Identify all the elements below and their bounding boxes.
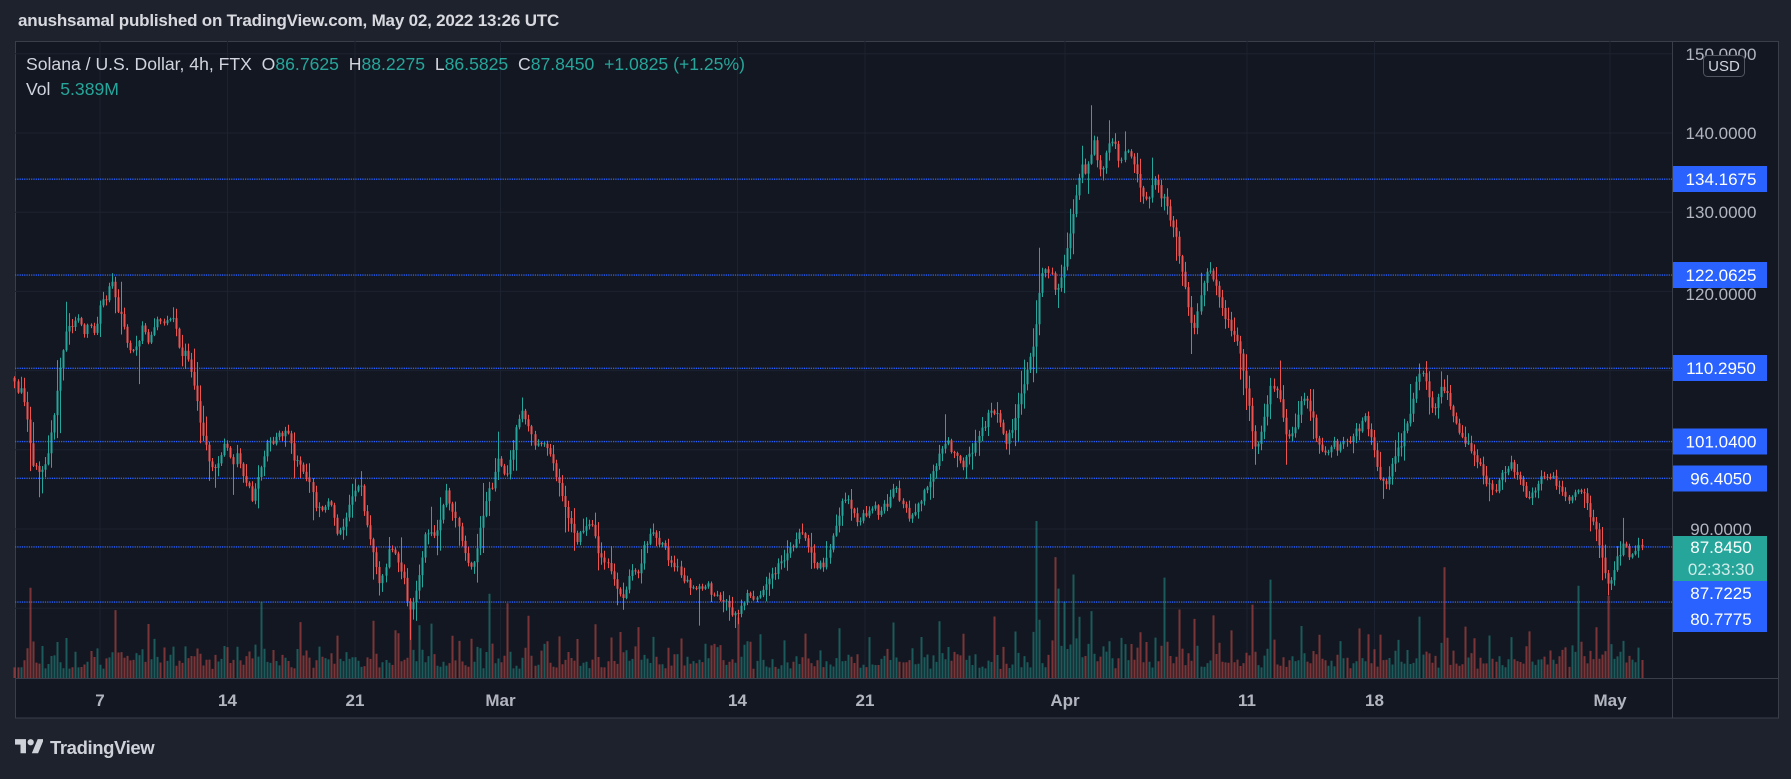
svg-text:130.0000: 130.0000 bbox=[1686, 203, 1757, 222]
svg-text:18: 18 bbox=[1365, 691, 1384, 710]
svg-text:122.0625: 122.0625 bbox=[1686, 266, 1757, 285]
svg-text:80.7775: 80.7775 bbox=[1690, 610, 1751, 629]
svg-text:02:33:30: 02:33:30 bbox=[1688, 560, 1754, 579]
svg-text:Mar: Mar bbox=[485, 691, 516, 710]
svg-text:21: 21 bbox=[856, 691, 875, 710]
svg-text:14: 14 bbox=[218, 691, 237, 710]
svg-text:Apr: Apr bbox=[1050, 691, 1080, 710]
svg-text:140.0000: 140.0000 bbox=[1686, 124, 1757, 143]
svg-text:11: 11 bbox=[1238, 691, 1256, 710]
svg-text:14: 14 bbox=[728, 691, 747, 710]
svg-text:USD: USD bbox=[1708, 58, 1740, 75]
svg-text:96.4050: 96.4050 bbox=[1690, 470, 1751, 489]
svg-text:110.2950: 110.2950 bbox=[1686, 359, 1756, 378]
svg-text:7: 7 bbox=[95, 691, 104, 710]
svg-text:87.7225: 87.7225 bbox=[1690, 584, 1751, 603]
svg-text:101.0400: 101.0400 bbox=[1686, 433, 1757, 452]
svg-text:134.1675: 134.1675 bbox=[1686, 170, 1757, 189]
svg-text:87.8450: 87.8450 bbox=[1690, 538, 1751, 557]
svg-text:90.0000: 90.0000 bbox=[1690, 520, 1751, 539]
svg-text:120.0000: 120.0000 bbox=[1686, 285, 1757, 304]
svg-text:21: 21 bbox=[346, 691, 365, 710]
svg-text:May: May bbox=[1593, 691, 1627, 710]
